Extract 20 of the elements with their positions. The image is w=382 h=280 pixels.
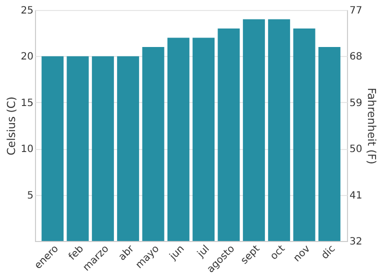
y-tick-label: 5: [27, 190, 34, 202]
x-tick-label: jul: [194, 244, 212, 260]
y-tick-label: 10: [20, 144, 34, 156]
y2-axis-title: Fahrenheit (F): [365, 88, 378, 164]
x-tick-label: feb: [66, 244, 86, 263]
y2-tick-label: 68: [350, 52, 362, 63]
y2-tick-label: 50: [350, 144, 362, 156]
x-tick-label: jun: [167, 244, 187, 263]
y-tick-label: 20: [20, 52, 34, 63]
x-tick-label: abr: [116, 242, 137, 264]
x-tick-label: dic: [320, 244, 338, 262]
y2-tick-label: 59: [350, 98, 362, 109]
y2-tick-label: 32: [350, 236, 362, 248]
x-tick-label: nov: [292, 243, 313, 264]
y2-tick-label: 41: [350, 190, 362, 202]
y2-tick-label: 77: [350, 6, 362, 16]
y-tick-label: 25: [20, 6, 34, 16]
y-tick-label: 15: [20, 98, 34, 109]
y-axis-title: Celsius (C): [4, 96, 18, 156]
x-tick-label: oct: [268, 243, 288, 262]
